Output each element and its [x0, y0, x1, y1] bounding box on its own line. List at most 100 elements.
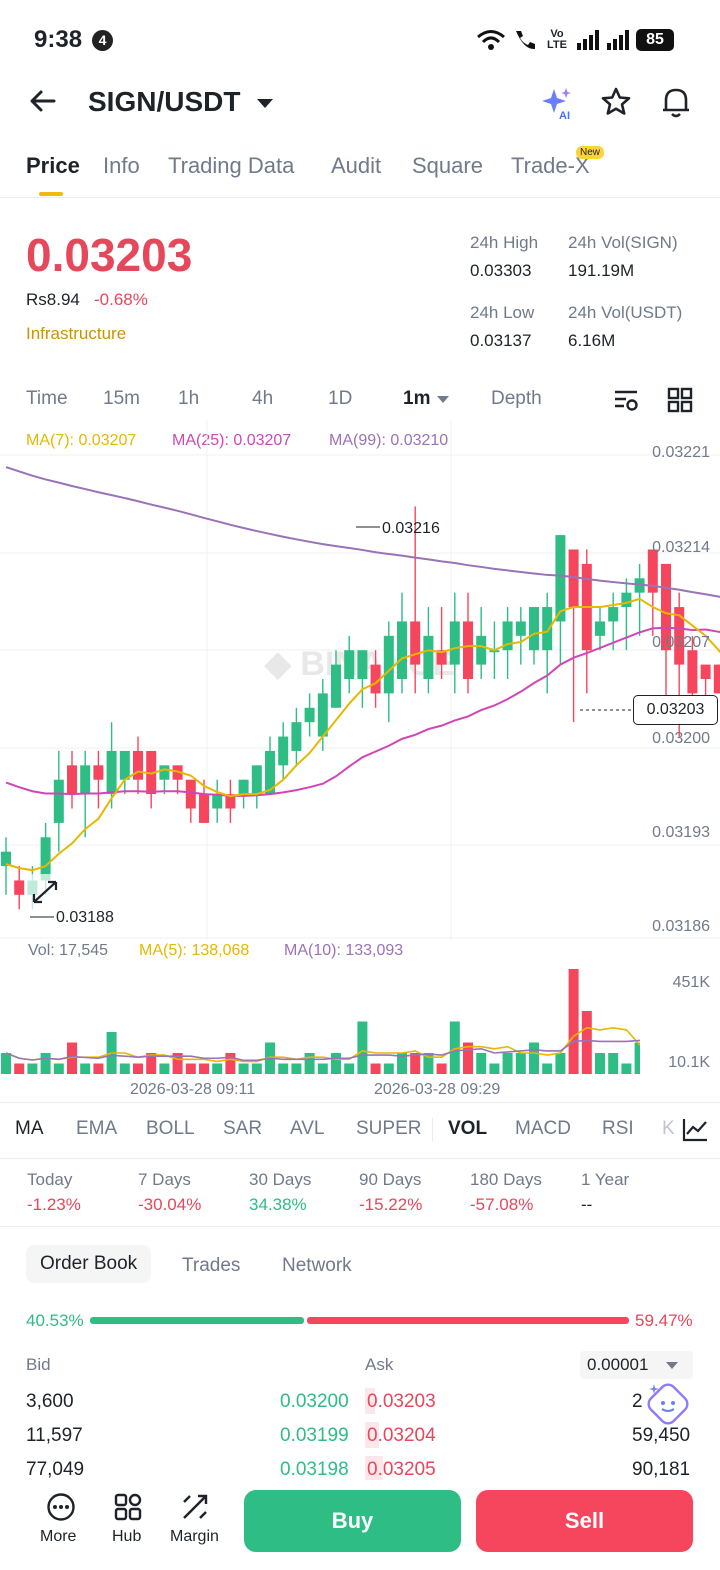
more-icon[interactable] — [46, 1492, 76, 1522]
header: SIGN/USDT AI — [0, 80, 720, 140]
timeframe-15m[interactable]: 15m — [103, 388, 140, 409]
volume-bar — [14, 1063, 25, 1074]
divider — [0, 1102, 720, 1103]
tab-price[interactable]: Price — [26, 153, 80, 178]
ask-qty-3: 90,181 — [632, 1459, 691, 1480]
candle-body — [159, 765, 170, 780]
volume-chart[interactable] — [0, 960, 640, 1076]
precision-select[interactable]: 0.00001 — [580, 1351, 693, 1379]
chart-settings-icon[interactable] — [612, 386, 640, 414]
indicator-super[interactable]: SUPER — [356, 1118, 422, 1139]
perf-value-7d: -30.04% — [138, 1195, 202, 1214]
tab-info[interactable]: Info — [103, 153, 140, 178]
indicator-boll[interactable]: BOLL — [146, 1118, 195, 1139]
perf-label-90d: 90 Days — [359, 1170, 422, 1189]
vol-ma10-legend: MA(10): 133,093 — [284, 942, 404, 959]
volume-bar — [502, 1053, 513, 1074]
pair-dropdown-icon[interactable] — [257, 99, 273, 108]
hub-icon[interactable] — [113, 1492, 143, 1522]
assistant-bot-icon[interactable] — [646, 1382, 690, 1426]
more-label[interactable]: More — [40, 1528, 77, 1545]
hub-label[interactable]: Hub — [112, 1528, 142, 1545]
tab-trades[interactable]: Trades — [182, 1255, 241, 1276]
volume-bar — [40, 1053, 51, 1074]
grid-layout-icon[interactable] — [666, 386, 694, 414]
bid-price-2[interactable]: 0.03199 — [280, 1425, 349, 1446]
volume-bar — [331, 1053, 341, 1074]
expand-fullscreen-icon[interactable] — [26, 874, 64, 910]
bid-price-3[interactable]: 0.03198 — [280, 1459, 349, 1480]
timeframe-4h[interactable]: 4h — [252, 388, 274, 409]
tab-square[interactable]: Square — [412, 153, 483, 178]
time-axis-1: 2026-03-28 09:11 — [130, 1081, 256, 1098]
indicator-ma[interactable]: MA — [15, 1118, 44, 1139]
indicator-vol[interactable]: VOL — [448, 1118, 488, 1139]
back-arrow-icon[interactable] — [28, 86, 58, 116]
bell-icon[interactable] — [660, 85, 692, 119]
battery-level: 85 — [636, 29, 674, 51]
candle-body — [317, 693, 328, 737]
tab-order-book[interactable]: Order Book — [26, 1245, 152, 1283]
timeframe-1d[interactable]: 1D — [328, 388, 353, 409]
indicator-sar[interactable]: SAR — [223, 1118, 263, 1139]
volume-bar — [1, 1053, 11, 1074]
indicator-k[interactable]: K — [662, 1118, 675, 1139]
vol-axis-bottom: 10.1K — [668, 1054, 710, 1071]
vol-ma5-line — [5, 1026, 640, 1063]
volume-bar — [357, 1021, 368, 1074]
ai-sparkle-icon[interactable]: AI — [540, 86, 574, 120]
timeframe-1m[interactable]: 1m — [403, 388, 431, 409]
bid-price-1[interactable]: 0.03200 — [280, 1391, 349, 1412]
vol-sign-label: 24h Vol(SIGN) — [568, 233, 678, 252]
margin-label[interactable]: Margin — [170, 1528, 219, 1545]
indicator-settings-icon[interactable] — [680, 1116, 710, 1144]
volume-bar — [251, 1063, 262, 1074]
volume-bar — [568, 969, 579, 1074]
timeframe-1h[interactable]: 1h — [178, 388, 200, 409]
volume-legend: Vol: 17,545 — [28, 942, 109, 959]
timeframe-time[interactable]: Time — [26, 388, 68, 409]
volume-bar — [159, 1063, 170, 1074]
sell-button[interactable]: Sell — [476, 1490, 693, 1552]
volume-bar — [146, 1053, 157, 1074]
volume-bar — [291, 1063, 302, 1074]
volume-bar — [80, 1063, 91, 1074]
candle-body — [674, 607, 685, 665]
pair-title[interactable]: SIGN/USDT — [88, 86, 241, 117]
tab-trade-x[interactable]: Trade-X — [511, 153, 590, 178]
indicator-macd[interactable]: MACD — [515, 1118, 571, 1139]
margin-icon[interactable] — [180, 1492, 210, 1522]
category-tag[interactable]: Infrastructure — [26, 324, 127, 343]
candle-body — [502, 621, 513, 651]
ask-price-3[interactable]: 0.03205 — [367, 1459, 436, 1480]
network-type-label: Vo LTE — [547, 28, 567, 51]
vol-ma5-legend: MA(5): 138,068 — [139, 942, 250, 959]
volume-bar — [172, 1053, 183, 1074]
candle-body — [621, 592, 632, 608]
price-axis-4: 0.03200 — [652, 730, 710, 747]
timeframe-depth[interactable]: Depth — [491, 388, 542, 409]
perf-value-today: -1.23% — [27, 1195, 81, 1214]
high-label: 24h High — [470, 233, 539, 252]
buy-button[interactable]: Buy — [244, 1490, 461, 1552]
indicator-avl[interactable]: AVL — [290, 1118, 325, 1139]
volume-bar — [238, 1063, 249, 1074]
ask-price-1[interactable]: 0.03203 — [367, 1391, 436, 1412]
tab-network[interactable]: Network — [282, 1255, 352, 1276]
timeframe-dropdown-icon[interactable] — [437, 396, 449, 403]
volume-bar — [185, 1063, 196, 1074]
candlestick-chart[interactable]: ◆ BINANCE — [0, 420, 720, 940]
ask-price-2[interactable]: 0.03204 — [367, 1425, 436, 1446]
candle-body — [119, 750, 130, 780]
star-favorite-icon[interactable] — [600, 86, 632, 118]
tab-audit[interactable]: Audit — [331, 153, 382, 178]
price-axis-6: 0.03186 — [652, 918, 710, 935]
signal-icon-2 — [607, 30, 629, 50]
tab-trading-data[interactable]: Trading Data — [168, 153, 295, 178]
candle-body — [238, 779, 249, 795]
volume-bar — [529, 1042, 539, 1074]
volume-bar — [133, 1063, 143, 1074]
indicator-rsi[interactable]: RSI — [602, 1118, 634, 1139]
indicator-ema[interactable]: EMA — [76, 1118, 118, 1139]
volume-bar — [555, 1053, 566, 1074]
